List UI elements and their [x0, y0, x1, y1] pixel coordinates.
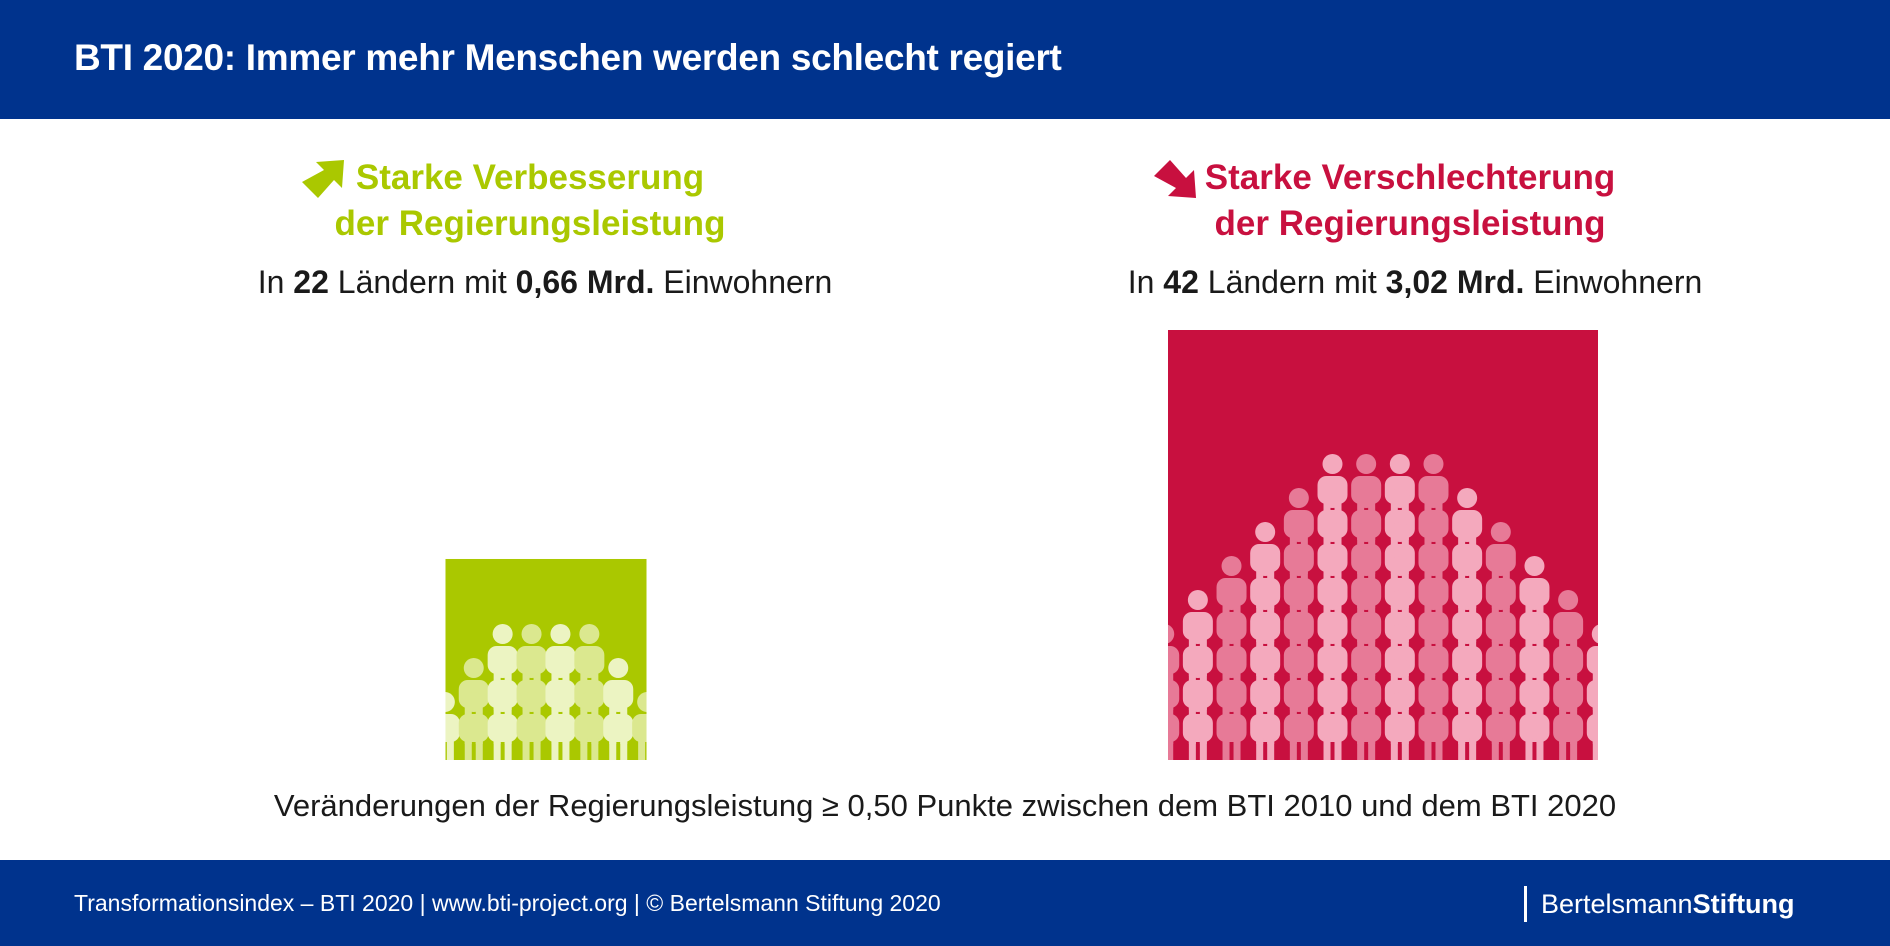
arrow-up-right-icon [302, 160, 344, 198]
person-icon [1116, 658, 1146, 744]
person-icon [574, 692, 605, 760]
person-icon [1485, 692, 1516, 760]
person-icon [1654, 692, 1684, 778]
person-icon [1182, 692, 1213, 760]
subtitle-prefix: In [257, 264, 285, 300]
brand-bold: Stiftung [1692, 889, 1795, 919]
person-icon [1250, 692, 1281, 760]
improvement-population: 0,66 Mrd. [515, 264, 655, 300]
person-icon [1418, 692, 1449, 760]
person-icon [516, 692, 547, 760]
page-title: BTI 2020: Immer mehr Menschen werden sch… [74, 37, 1062, 78]
person-icon [1586, 692, 1598, 760]
brand-light: Bertelsmann [1541, 889, 1693, 919]
bertelsmann-logo: BertelsmannStiftung [1524, 886, 1795, 922]
person-icon [487, 692, 518, 760]
people-crowd [445, 624, 647, 760]
footer-credits: Transformationsindex – BTI 2020 | www.bt… [74, 890, 941, 916]
person-icon [1452, 692, 1483, 760]
subtitle-mid: Ländern mit [337, 264, 507, 300]
decline-country-count: 42 [1163, 264, 1199, 300]
header-bar: BTI 2020: Immer mehr Menschen werden sch… [0, 0, 1890, 119]
person-icon [1519, 692, 1550, 760]
chart-caption: Veränderungen der Regierungsleistung ≥ 0… [273, 788, 1617, 823]
improvement-title: Starke Verbesserung der Regierungsleistu… [330, 155, 730, 247]
improvement-subtitle: In 22 Ländern mit 0,66 Mrd. Einwohnern [185, 264, 905, 301]
person-icon [632, 692, 647, 760]
person-icon [1553, 692, 1584, 760]
decline-title-line1: Starke Verschlechterung [1204, 158, 1616, 197]
improvement-title-line1: Starke Verbesserung [355, 158, 705, 197]
decline-subtitle: In 42 Ländern mit 3,02 Mrd. Einwohnern [1055, 264, 1775, 301]
person-icon [1283, 692, 1314, 760]
person-icon [1351, 692, 1382, 760]
improvement-title-line2: der Regierungsleistung [334, 204, 726, 243]
decline-title: Starke Verschlechterung der Regierungsle… [1200, 155, 1620, 247]
person-icon [603, 692, 634, 760]
person-icon [1082, 692, 1112, 778]
person-icon [1384, 692, 1415, 760]
decline-title-line2: der Regierungsleistung [1214, 204, 1606, 243]
person-icon [1216, 692, 1247, 760]
people-crowd [1082, 454, 1684, 778]
footer-bar: Transformationsindex – BTI 2020 | www.bt… [0, 860, 1890, 946]
arrow-down-right-icon [1154, 160, 1196, 198]
person-icon [1620, 658, 1650, 744]
person-icon [545, 692, 576, 760]
person-icon [445, 692, 460, 760]
subtitle-prefix: In [1127, 264, 1155, 300]
person-icon [1620, 692, 1650, 778]
subtitle-mid: Ländern mit [1207, 264, 1377, 300]
person-icon [1168, 692, 1180, 760]
decline-population: 3,02 Mrd. [1385, 264, 1525, 300]
person-icon [1116, 692, 1146, 778]
person-icon [458, 692, 489, 760]
person-icon [1317, 692, 1348, 760]
subtitle-suffix: Einwohnern [663, 264, 833, 300]
improvement-country-count: 22 [293, 264, 329, 300]
subtitle-suffix: Einwohnern [1533, 264, 1703, 300]
